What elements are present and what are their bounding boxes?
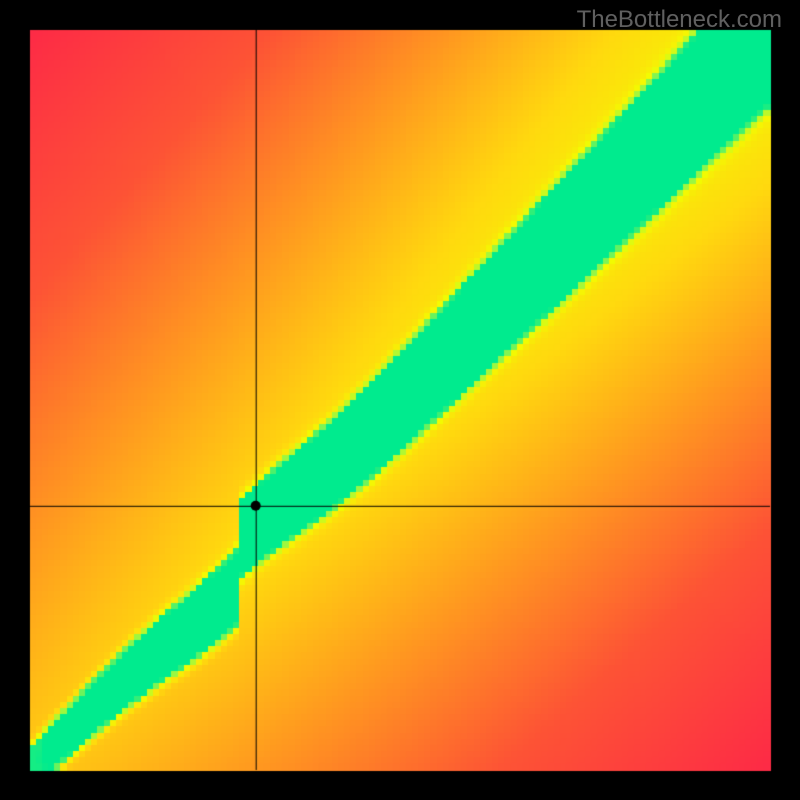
bottleneck-heatmap xyxy=(0,0,800,800)
chart-container: { "watermark": { "text": "TheBottleneck.… xyxy=(0,0,800,800)
watermark-text: TheBottleneck.com xyxy=(577,6,782,34)
